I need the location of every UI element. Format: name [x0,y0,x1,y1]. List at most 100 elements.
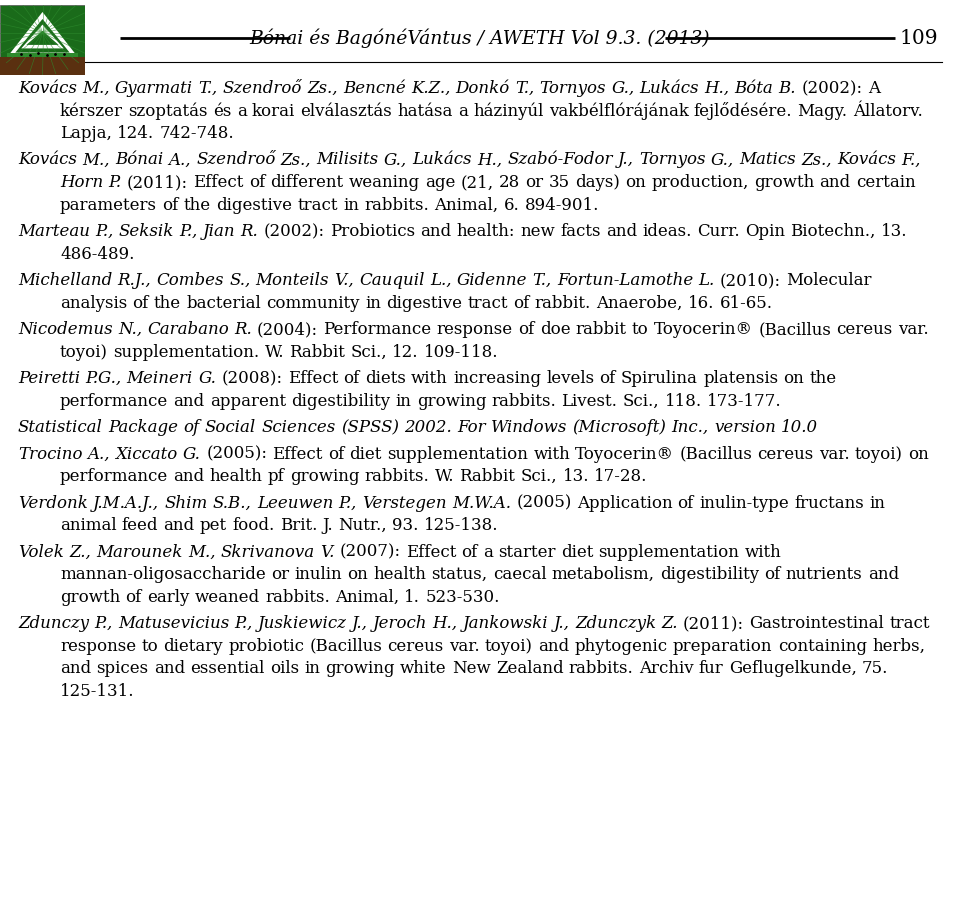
Text: F.,: F., [901,151,921,168]
Text: 75.: 75. [862,660,888,677]
Text: var.: var. [898,321,928,338]
Text: elválasztás: elválasztás [300,102,392,119]
Text: on: on [783,370,804,387]
Text: Combes: Combes [156,272,224,289]
Text: supplementation.: supplementation. [113,344,259,360]
Text: K.Z.,: K.Z., [411,80,450,97]
Text: Probiotics: Probiotics [330,223,416,240]
Text: growing: growing [325,660,395,677]
Text: essential: essential [190,660,265,677]
Text: Bóta: Bóta [734,80,774,97]
Text: (2011):: (2011): [127,174,188,191]
Polygon shape [21,24,63,48]
Text: Rabbit: Rabbit [460,468,516,485]
Text: Opin: Opin [745,223,785,240]
Text: Inc.,: Inc., [672,419,708,436]
Text: 93.: 93. [393,517,419,534]
Text: Gidenne: Gidenne [457,272,527,289]
Text: 1.: 1. [404,588,420,605]
Text: Performance: Performance [324,321,432,338]
Text: Geflugelkunde,: Geflugelkunde, [729,660,856,677]
Text: szoptatás: szoptatás [129,102,207,120]
Text: Zealand: Zealand [496,660,564,677]
Text: Rabbit: Rabbit [289,344,346,360]
Text: apparent: apparent [210,393,286,409]
Text: rabbit: rabbit [576,321,627,338]
Text: of: of [518,321,535,338]
Text: Verdonk: Verdonk [18,494,88,511]
Text: Jankowski: Jankowski [463,615,548,632]
Text: Statistical: Statistical [18,419,103,436]
Text: to: to [632,321,649,338]
Text: Animal,: Animal, [434,196,498,214]
Text: with: with [533,445,570,462]
Text: (2005): (2005) [516,494,571,511]
Text: with: with [745,544,781,560]
Text: of: of [328,445,345,462]
Text: P.G.,: P.G., [85,370,122,387]
Text: preparation: preparation [673,637,773,654]
Text: of: of [600,370,616,387]
Text: Bencné: Bencné [343,80,406,97]
Text: Magy.: Magy. [798,102,848,119]
Text: M.,: M., [188,544,215,560]
Text: Livest.: Livest. [562,393,617,409]
Text: tract: tract [890,615,930,632]
Text: the: the [809,370,837,387]
Text: diet: diet [349,445,382,462]
Text: H.,: H., [433,615,458,632]
Text: Bónai és BagónéVántus / AWETH Vol 9.3. (2013): Bónai és BagónéVántus / AWETH Vol 9.3. (… [250,28,710,48]
Text: Carabano: Carabano [147,321,228,338]
Text: var.: var. [449,637,480,654]
Text: community: community [266,294,360,311]
Text: korai: korai [252,102,295,119]
Text: Seksik: Seksik [119,223,174,240]
Text: S.,: S., [229,272,251,289]
Text: fructans: fructans [794,494,864,511]
Text: Brit.: Brit. [280,517,317,534]
Text: diets: diets [365,370,406,387]
Text: doe: doe [540,321,570,338]
Text: growing: growing [290,468,359,485]
Text: Marounek: Marounek [96,544,182,560]
Text: J.: J. [323,517,333,534]
Text: Spirulina: Spirulina [621,370,698,387]
Text: in: in [365,294,381,311]
Text: response: response [60,637,136,654]
Text: (Microsoft): (Microsoft) [572,419,666,436]
Text: G.,: G., [612,80,635,97]
Text: R.: R. [234,321,252,338]
Text: the: the [183,196,211,214]
Text: digestive: digestive [386,294,463,311]
Text: cereus: cereus [757,445,814,462]
Text: on: on [625,174,646,191]
Text: Trocino: Trocino [18,445,83,462]
Text: Meineri: Meineri [127,370,193,387]
Text: Kovács: Kovács [18,80,77,97]
Text: digestibility: digestibility [660,566,759,583]
Text: tract: tract [298,196,338,214]
Text: P.,: P., [234,615,252,632]
Text: toyoi): toyoi) [60,344,108,360]
Text: digestibility: digestibility [291,393,391,409]
Text: toyoi): toyoi) [855,445,903,462]
Text: házinyúl: házinyúl [473,102,543,120]
Text: or: or [271,566,289,583]
Text: fur: fur [699,660,724,677]
Text: Donkó: Donkó [456,80,510,97]
Text: parameters: parameters [60,196,157,214]
Text: J.,: J., [352,615,368,632]
Text: starter: starter [498,544,556,560]
Text: Windows: Windows [491,419,567,436]
Text: Monteils: Monteils [255,272,329,289]
Text: Milisits: Milisits [317,151,378,168]
Text: white: white [400,660,446,677]
Text: to: to [141,637,158,654]
Text: W.: W. [435,468,454,485]
Text: Fortun-Lamothe: Fortun-Lamothe [557,272,693,289]
Text: Nicodemus: Nicodemus [18,321,112,338]
Text: animal: animal [60,517,116,534]
Text: Sci.,: Sci., [520,468,557,485]
Text: Sci.,: Sci., [623,393,660,409]
Text: with: with [411,370,447,387]
